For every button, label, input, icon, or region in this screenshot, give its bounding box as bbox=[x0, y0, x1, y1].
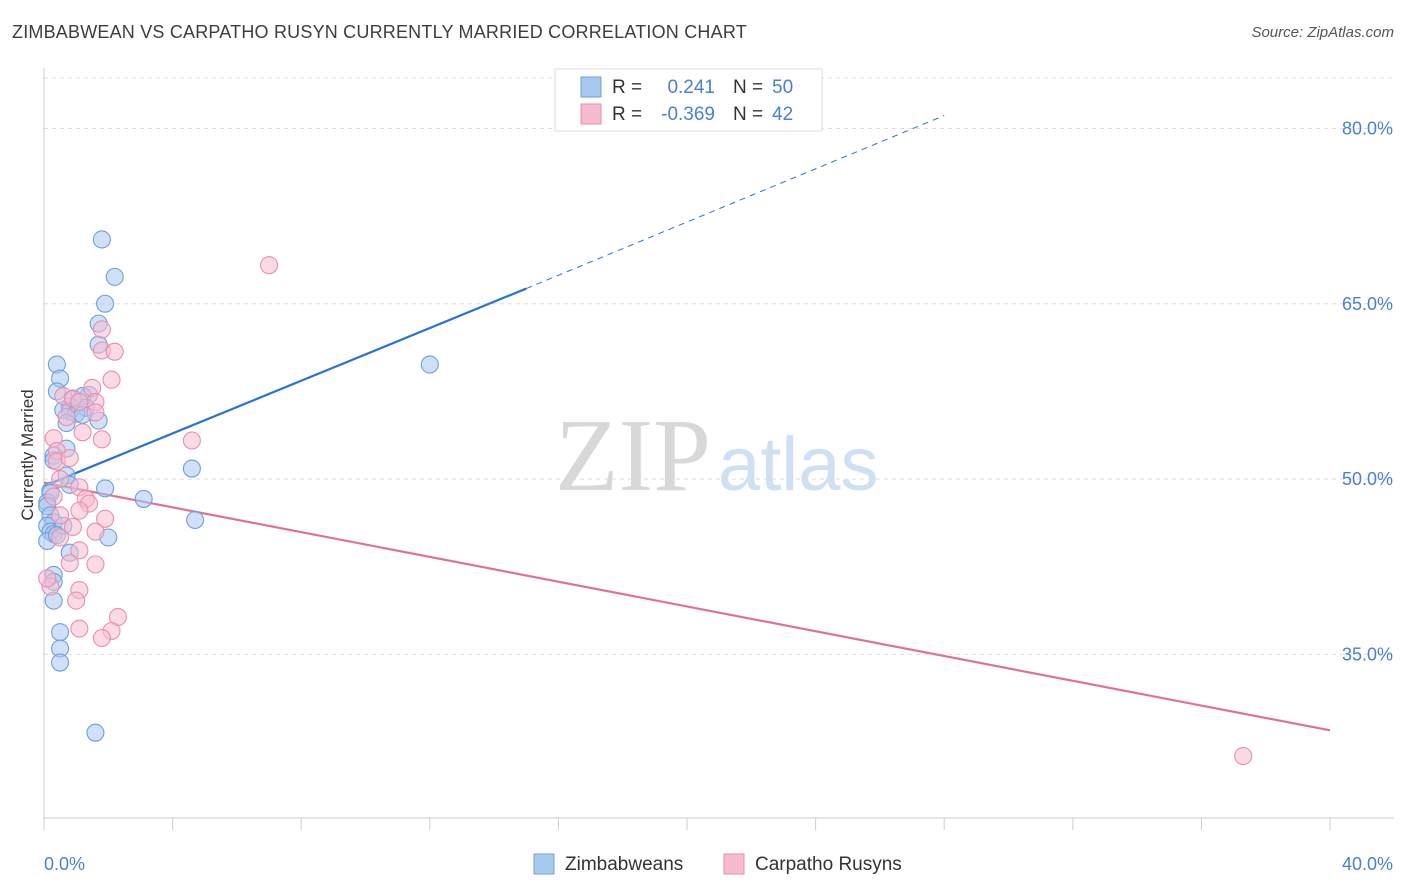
y-tick-label: 80.0% bbox=[1342, 118, 1393, 138]
watermark-zip: ZIP bbox=[555, 398, 711, 513]
carpatho-rusyn-point bbox=[67, 591, 86, 610]
carpatho-rusyn-point bbox=[86, 403, 105, 422]
carpatho-rusyn-point bbox=[92, 628, 111, 648]
stats-legend: R = 0.241 N = 50 R = -0.369 N = 42 bbox=[554, 68, 823, 132]
legend-n-label: N = bbox=[733, 104, 763, 125]
carpatho-rusyn-point bbox=[86, 555, 105, 574]
legend-r-value: 0.241 bbox=[667, 77, 715, 98]
legend-r-value: -0.369 bbox=[661, 104, 715, 125]
series-legend: Zimbabweans Carpatho Rusyns bbox=[533, 853, 902, 875]
carpatho-rusyn-point bbox=[92, 320, 111, 339]
watermark-atlas: atlas bbox=[718, 422, 879, 507]
legend-r-label: R = bbox=[612, 104, 642, 125]
legend-n-value: 42 bbox=[772, 104, 793, 125]
legend-swatch-pink bbox=[580, 103, 602, 125]
x-tick-label-max: 40.0% bbox=[1342, 854, 1393, 874]
tick-labels: 35.0% 50.0% 65.0% 80.0% 0.0% 40.0% bbox=[44, 118, 1393, 874]
legend-swatch-blue bbox=[580, 76, 602, 98]
carpatho-rusyn-point bbox=[86, 522, 105, 541]
zimbabwean-point bbox=[182, 459, 201, 478]
y-tick-label: 35.0% bbox=[1342, 644, 1393, 664]
legend-n-value: 50 bbox=[772, 77, 793, 98]
carpatho-rusyn-point bbox=[63, 517, 82, 537]
carpatho-rusyn-point bbox=[60, 554, 79, 573]
y-tick-label: 65.0% bbox=[1342, 294, 1393, 314]
legend-label-zimbabweans: Zimbabweans bbox=[565, 854, 683, 875]
zimbabwean-point bbox=[105, 267, 124, 286]
x-tick-label-min: 0.0% bbox=[44, 854, 85, 874]
zimbabwean-point bbox=[96, 294, 115, 313]
carpatho-rusyn-trendline bbox=[43, 481, 1331, 732]
carpatho-rusyn-point bbox=[51, 470, 70, 489]
zimbabwean-point bbox=[96, 479, 115, 498]
carpatho-rusyn-point bbox=[70, 392, 89, 411]
carpatho-rusyn-point bbox=[73, 423, 92, 442]
carpatho-rusyn-point bbox=[96, 509, 115, 528]
zimbabwean-point bbox=[92, 230, 111, 249]
carpatho-rusyn-point bbox=[70, 619, 89, 638]
data-points bbox=[38, 230, 1253, 766]
source-label: Source: ZipAtlas.com bbox=[1251, 24, 1394, 41]
carpatho-rusyn-point bbox=[60, 448, 79, 468]
carpatho-rusyn-point bbox=[70, 501, 89, 520]
carpatho-rusyn-point bbox=[182, 431, 201, 450]
watermark: ZIP atlas bbox=[555, 398, 879, 513]
zimbabwean-point bbox=[420, 355, 439, 374]
carpatho-rusyn-point bbox=[1234, 747, 1253, 766]
carpatho-rusyn-point bbox=[51, 506, 70, 525]
zimbabwean-point bbox=[51, 653, 70, 672]
carpatho-rusyn-point bbox=[57, 408, 76, 427]
zimbabwean-point bbox=[86, 723, 105, 742]
zimbabwean-trendline-extension bbox=[526, 115, 945, 290]
trendlines bbox=[43, 115, 1331, 732]
carpatho-rusyn-point bbox=[259, 256, 279, 275]
zimbabwean-point bbox=[186, 510, 205, 530]
carpatho-rusyn-point bbox=[105, 342, 124, 361]
chart-title: ZIMBABWEAN VS CARPATHO RUSYN CURRENTLY M… bbox=[12, 22, 747, 42]
carpatho-rusyn-point bbox=[102, 370, 121, 389]
zimbabwean-point bbox=[51, 623, 70, 642]
legend-swatch-carpatho-rusyns bbox=[723, 853, 745, 875]
carpatho-rusyn-point bbox=[44, 487, 63, 506]
gridlines bbox=[44, 77, 1394, 655]
carpatho-rusyn-point bbox=[92, 430, 111, 449]
legend-r-label: R = bbox=[612, 77, 642, 98]
carpatho-rusyn-point bbox=[38, 569, 57, 588]
zimbabwean-trendline bbox=[43, 287, 527, 488]
y-tick-label: 50.0% bbox=[1342, 469, 1393, 489]
legend-label-carpatho-rusyns: Carpatho Rusyns bbox=[755, 854, 902, 875]
legend-swatch-zimbabweans bbox=[533, 853, 555, 875]
carpatho-rusyn-point bbox=[70, 541, 89, 560]
zimbabwean-point bbox=[134, 489, 153, 508]
legend-n-label: N = bbox=[733, 77, 763, 98]
axes bbox=[43, 68, 1394, 830]
carpatho-rusyn-point bbox=[51, 528, 70, 547]
